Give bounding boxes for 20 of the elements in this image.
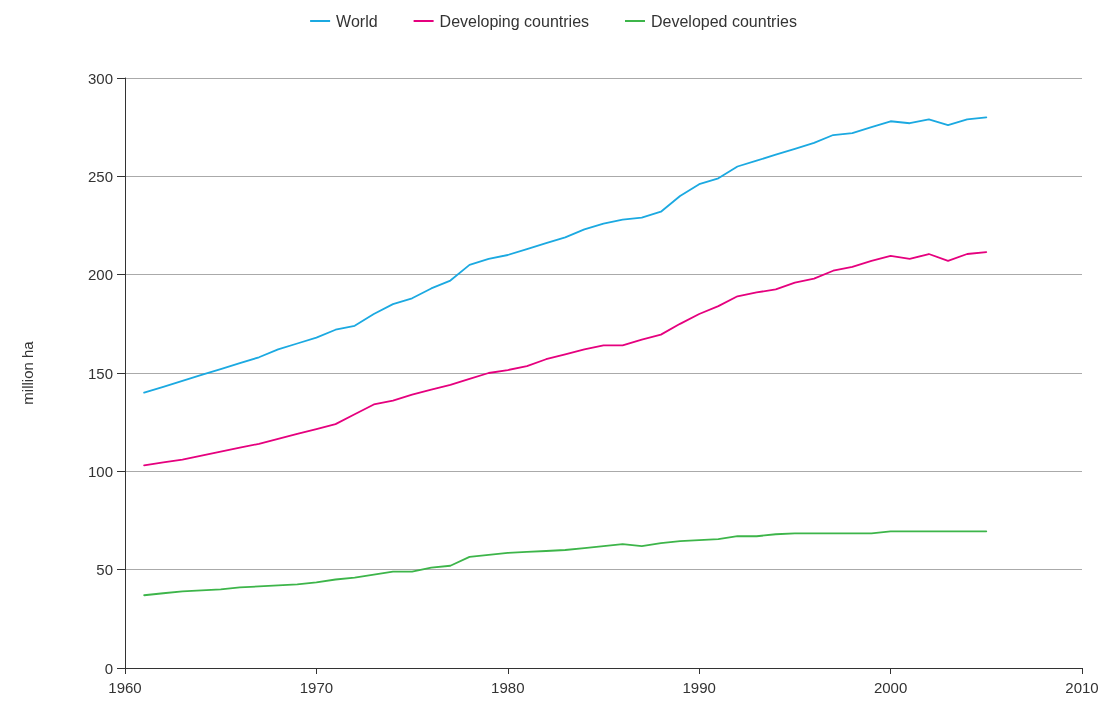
y-tick-label: 0 <box>104 659 113 677</box>
y-tick-label: 250 <box>87 167 113 185</box>
x-tick-label: 1960 <box>108 679 142 696</box>
x-tick-label: 1970 <box>299 679 334 696</box>
x-tick-label: 2010 <box>1065 679 1099 696</box>
x-tick-label: 1990 <box>682 679 716 696</box>
y-tick-label: 200 <box>87 266 113 284</box>
y-tick-label: 150 <box>87 364 113 382</box>
x-tick-label: 2000 <box>873 679 908 696</box>
legend-label: Developed countries <box>651 12 797 30</box>
line-series <box>143 530 988 597</box>
y-tick-label: 50 <box>96 561 113 579</box>
y-tick-label: 300 <box>87 69 113 87</box>
line-series <box>143 116 988 394</box>
legend-label: Developing countries <box>439 12 590 30</box>
legend-label: World <box>336 12 378 30</box>
x-tick-label: 1980 <box>491 679 525 696</box>
y-axis-title: million ha <box>19 340 36 405</box>
line-series <box>143 251 988 467</box>
y-tick-label: 100 <box>87 462 113 480</box>
